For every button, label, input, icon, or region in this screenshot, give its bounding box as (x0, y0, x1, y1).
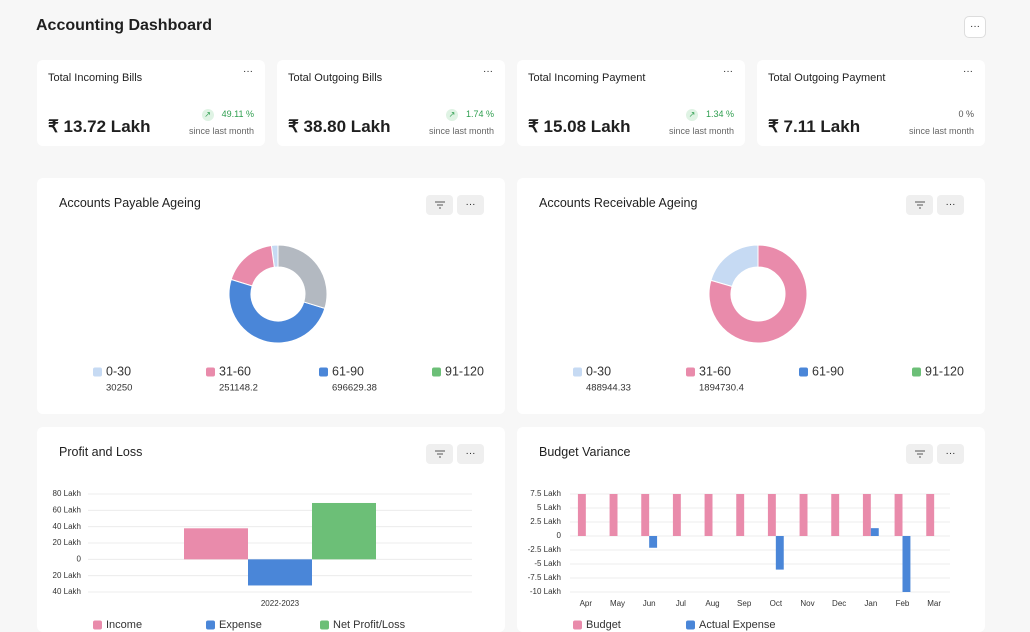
card-caption: since last month (188, 126, 254, 136)
trend-icon: ↗ (445, 109, 458, 121)
trend-icon: ↗ (201, 109, 214, 121)
card-more-button[interactable]: ··· (723, 66, 733, 77)
card-title: Total Incoming Bills (48, 72, 143, 84)
chart-panel: Accounts Receivable Ageing ··· (517, 178, 985, 414)
panel-more-button[interactable]: ··· (457, 195, 484, 215)
change-text: 1.34 % (705, 109, 734, 119)
card-change: ↗ 1.34 % (685, 109, 734, 121)
card-caption: since last month (428, 126, 494, 136)
filter-icon (434, 450, 445, 458)
kpi-card: Total Outgoing Payment ··· ₹ 7.11 Lakh 0 % s… (757, 60, 985, 146)
panel-title: Profit and Loss (59, 445, 143, 459)
trend-icon: ↗ (685, 109, 698, 121)
chart-panel: Budget Variance ··· (517, 427, 985, 632)
chart-panel: Accounts Payable Ageing ··· (37, 178, 505, 414)
card-value: ₹ 38.80 Lakh (288, 117, 391, 136)
page-title: Accounting Dashboard (36, 17, 213, 34)
card-change: ↗ 49.11 % (201, 109, 254, 121)
card-value: ₹ 15.08 Lakh (528, 117, 631, 136)
card-caption: since last month (668, 126, 734, 136)
kpi-card: Total Outgoing Bills ··· ₹ 38.80 Lakh ↗ 1.74… (277, 60, 505, 146)
card-more-button[interactable]: ··· (963, 66, 973, 77)
card-more-button[interactable]: ··· (483, 66, 493, 77)
more-button[interactable]: ··· (964, 16, 986, 38)
change-text: 49.11 % (221, 109, 254, 119)
panel-more-button[interactable]: ··· (937, 195, 964, 215)
card-title: Total Incoming Payment (528, 72, 646, 84)
kpi-card: Total Incoming Bills ··· ₹ 13.72 Lakh ↗ 49.1… (37, 60, 265, 146)
card-title: Total Outgoing Bills (288, 72, 383, 84)
card-change: ↗ 1.74 % (445, 109, 494, 121)
change-text: 1.74 % (465, 109, 494, 119)
filter-button[interactable] (906, 444, 933, 464)
card-caption: since last month (908, 126, 974, 136)
card-value: ₹ 13.72 Lakh (48, 117, 151, 136)
filter-button[interactable] (426, 444, 453, 464)
panel-title: Accounts Payable Ageing (59, 196, 201, 210)
chart-panel: Profit and Loss ··· (37, 427, 505, 632)
kpi-card: Total Incoming Payment ··· ₹ 15.08 Lakh ↗ 1.… (517, 60, 745, 146)
panel-title: Budget Variance (539, 445, 631, 459)
filter-icon (434, 201, 445, 209)
card-value: ₹ 7.11 Lakh (768, 117, 861, 136)
panel-title: Accounts Receivable Ageing (539, 196, 698, 210)
filter-button[interactable] (426, 195, 453, 215)
card-more-button[interactable]: ··· (243, 66, 253, 77)
panel-more-button[interactable]: ··· (457, 444, 484, 464)
change-text: 0 % (958, 109, 974, 119)
filter-button[interactable] (906, 195, 933, 215)
filter-icon (914, 201, 925, 209)
card-title: Total Outgoing Payment (768, 72, 886, 84)
panel-more-button[interactable]: ··· (937, 444, 964, 464)
filter-icon (914, 450, 925, 458)
card-change: 0 % (958, 109, 974, 119)
